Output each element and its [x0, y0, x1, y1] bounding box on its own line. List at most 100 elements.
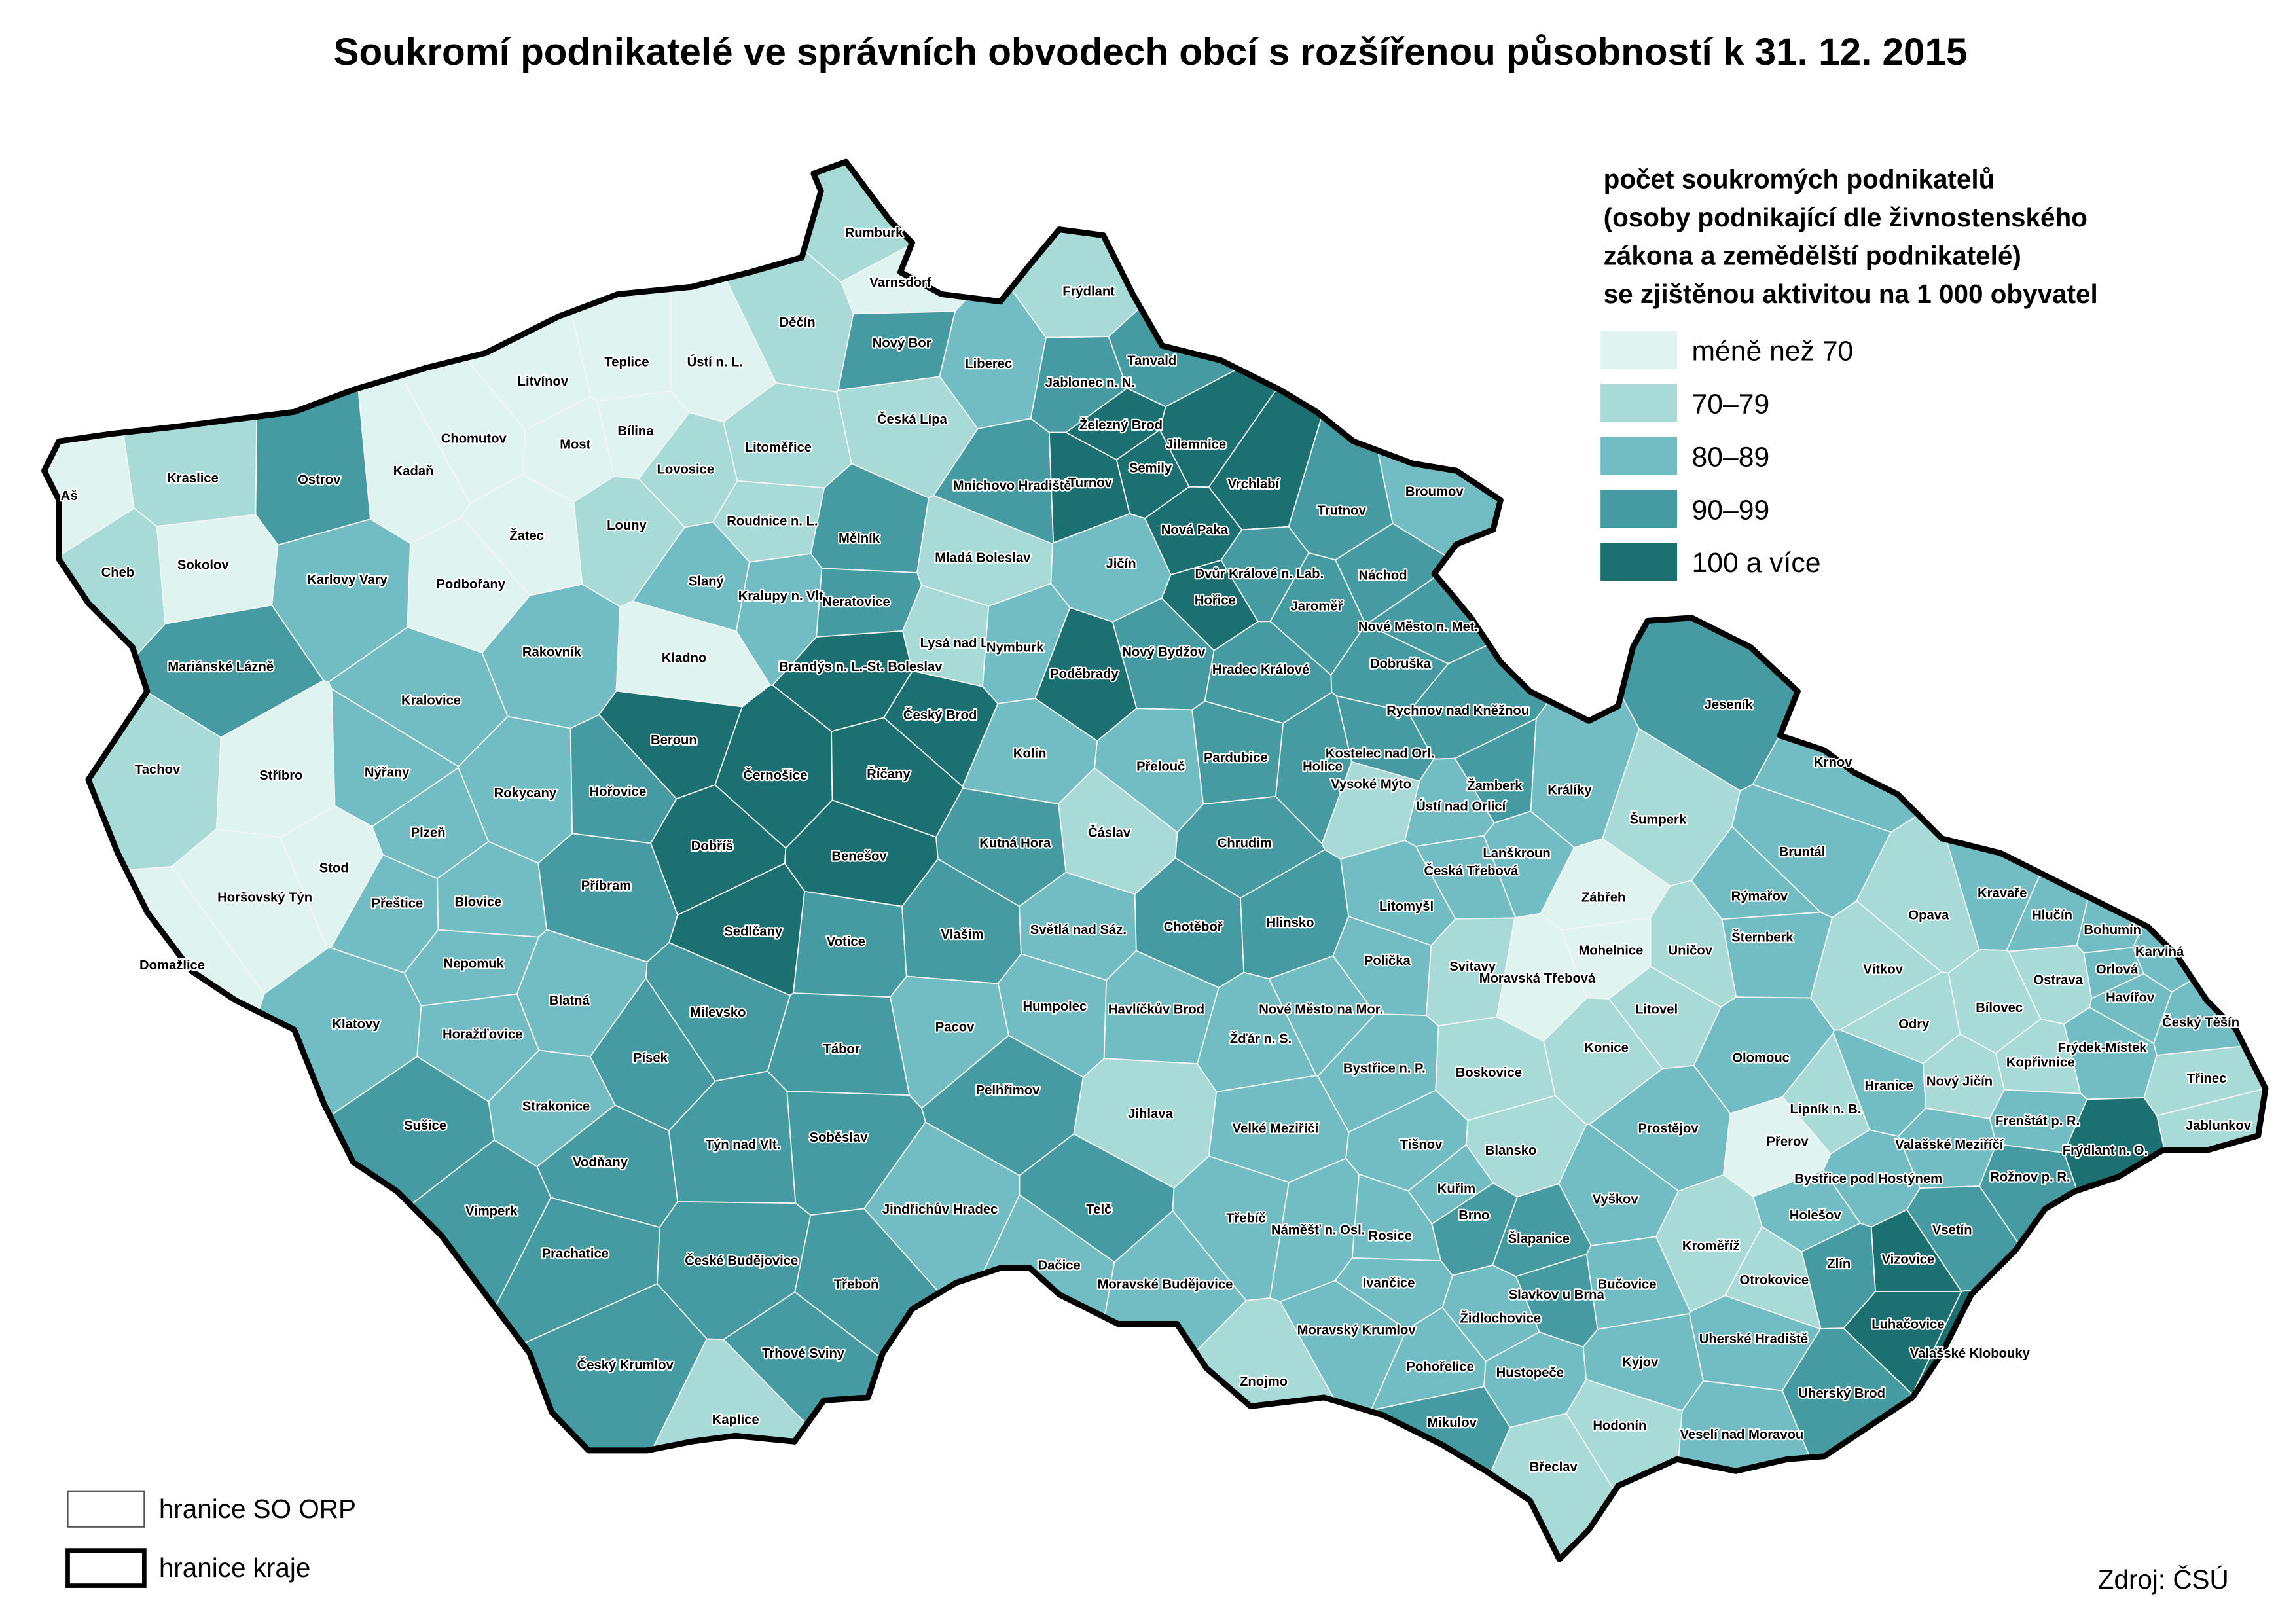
district-label: Roudnice n. L. [727, 514, 818, 528]
district-label: Kostelec nad Orl. [1326, 746, 1434, 761]
district-label: Nové Město n. Met. [1358, 620, 1478, 634]
district-label: Děčín [780, 316, 816, 330]
source: Zdroj: ČSÚ [2098, 1564, 2229, 1595]
district-label: Varnsdorf [869, 276, 931, 290]
district-label: Rumburk [845, 226, 903, 240]
legend-swatch [1600, 437, 1678, 475]
district-label: Velké Meziříčí [1233, 1121, 1320, 1136]
district-label: Uničov [1669, 943, 1713, 958]
district-label: Boskovice [1456, 1066, 1522, 1080]
district [1424, 1413, 1678, 1560]
district-label: Hořice [1195, 594, 1236, 608]
district-label: Kuřim [1437, 1182, 1475, 1197]
district-label: Vimperk [465, 1204, 518, 1218]
district-label: Plzeň [411, 826, 446, 840]
district-label: Příbram [581, 879, 631, 893]
district-label: Mohelnice [1578, 943, 1643, 958]
district-label: Aš [61, 489, 78, 503]
legend-title: se zjištěnou aktivitou na 1 000 obyvatel [1604, 279, 2098, 309]
district-label: Litvínov [518, 374, 569, 389]
district-label: Mladá Boleslav [935, 550, 1031, 565]
district-label: Náměšť n. Osl. [1271, 1223, 1365, 1237]
district-label: Jilemnice [1166, 437, 1226, 452]
district-label: Trutnov [1318, 504, 1367, 518]
district-label: Krnov [1814, 755, 1852, 770]
district-label: Jeseník [1705, 698, 1754, 712]
district-label: Louny [607, 518, 647, 533]
district-label: Šumperk [1630, 811, 1687, 827]
legend-label: 90–99 [1691, 494, 1769, 526]
district-label: Uherský Brod [1798, 1386, 1885, 1401]
district-label: Náchod [1358, 568, 1407, 583]
district-label: Blovice [455, 895, 502, 909]
district-label: Kyjov [1622, 1356, 1659, 1370]
district-label: Litovel [1635, 1002, 1678, 1017]
district-label: Ústí nad Orlicí [1416, 798, 1506, 814]
district-label: Lysá nad L. [920, 636, 992, 651]
district-label: Prostějov [1638, 1121, 1699, 1136]
district-label: Tábor [823, 1042, 859, 1056]
district-label: Přeštice [372, 897, 424, 911]
district-label: Valašské Meziříčí [1895, 1138, 2004, 1152]
district-label: Nepomuk [444, 957, 505, 971]
district-label: Český Brod [903, 707, 977, 723]
district-label: Jihlava [1128, 1107, 1173, 1121]
district-label: Beroun [651, 733, 697, 748]
district-label: Sušice [404, 1119, 446, 1133]
legend-swatch [1600, 490, 1678, 528]
district-label: Karlovy Vary [307, 573, 388, 587]
district-label: Strakonice [522, 1100, 590, 1114]
district-label: Uherské Hradiště [1699, 1332, 1808, 1346]
district-label: Kopřivnice [2006, 1055, 2075, 1070]
district-label: Jičín [1106, 556, 1136, 571]
district-label: Slaný [689, 574, 725, 588]
district-label: Bystřice n. P. [1343, 1061, 1426, 1075]
district-label: Vizovice [1882, 1252, 1935, 1267]
district-label: České Budějovice [685, 1253, 798, 1269]
district-label: Kolín [1013, 746, 1047, 761]
district-label: Hořovice [590, 785, 647, 799]
district-label: Vsetín [1932, 1223, 1972, 1237]
district-label: Nýřany [365, 766, 410, 780]
district-label: Hradec Králové [1212, 662, 1309, 677]
district-label: Rožnov p. R. [1990, 1170, 2070, 1185]
district-label: Světlá nad Sáz. [1030, 923, 1127, 937]
district-label: Stříbro [259, 768, 302, 783]
district-label: Nové Město na Mor. [1259, 1002, 1383, 1017]
district-label: Litoměřice [745, 441, 812, 455]
district-label: Ostrov [298, 473, 341, 487]
district-label: Tanvald [1127, 353, 1176, 368]
district-label: Chotěboř [1164, 920, 1223, 935]
legend-swatch [1600, 384, 1678, 422]
district-label: Sedlčany [724, 924, 783, 939]
district-label: Poděbrady [1050, 667, 1119, 681]
district-label: Jaroměř [1291, 600, 1343, 614]
district-label: Židlochovice [1460, 1310, 1542, 1326]
district-label: Jablunkov [2186, 1119, 2252, 1133]
district-label: Konice [1584, 1041, 1628, 1055]
district-label: Vodňany [573, 1155, 628, 1170]
district-label: Jablonec n. N. [1045, 376, 1135, 390]
district-label: Čáslav [1088, 825, 1131, 840]
district-label: Český Těšín [2162, 1015, 2239, 1030]
district-label: Sokolov [177, 558, 229, 573]
district-label: Vítkov [1863, 963, 1903, 977]
district-label: Orlová [2096, 963, 2139, 977]
district-label: Kraslice [167, 471, 219, 486]
district-label: Frýdlant n. O. [2063, 1144, 2148, 1158]
district-label: Ostrava [2033, 973, 2083, 987]
district-label: Blansko [1485, 1144, 1537, 1158]
district-label: Turnov [1068, 476, 1113, 490]
district-label: Třebíč [1226, 1211, 1266, 1225]
district-label: Česká Třebová [1424, 863, 1519, 878]
district-label: Dačice [1038, 1258, 1081, 1272]
district-label: Tachov [135, 763, 181, 777]
district-label: Česká Lípa [877, 411, 948, 427]
district-label: Havlíčkův Brod [1108, 1002, 1204, 1017]
district-label: Přelouč [1136, 760, 1185, 774]
district-label: Broumov [1405, 484, 1464, 499]
district-label: Bílovec [1976, 1001, 2023, 1015]
district-label: Dvůr Králové n. Lab. [1195, 567, 1324, 581]
district-label: Dobruška [1370, 657, 1432, 671]
district-label: Rychnov nad Kněžnou [1386, 704, 1529, 718]
